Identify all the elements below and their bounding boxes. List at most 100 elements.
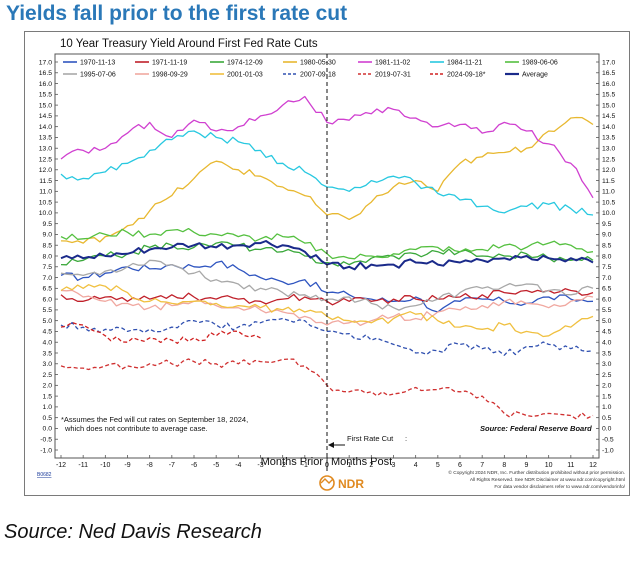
x-tick-label: -10 bbox=[100, 462, 110, 469]
legend-label: 2001-01-03 bbox=[227, 72, 263, 79]
x-axis-label-post: Months Post bbox=[331, 456, 392, 468]
x-tick-label: -3 bbox=[257, 462, 263, 469]
y-tick-label-right: 2.0 bbox=[602, 383, 612, 390]
y-tick-label-left: 1.5 bbox=[43, 393, 53, 400]
copyright-line-2: All Rights Reserved. See NDR Disclaimer … bbox=[470, 477, 625, 483]
legend: 1970-11-13 1971-11-19 1974-12-09 1980-05-30… bbox=[63, 60, 558, 79]
y-tick-label-left: 11.5 bbox=[39, 178, 52, 185]
y-tick-label-right: 12.5 bbox=[602, 156, 615, 163]
y-tick-label-left: 13.5 bbox=[39, 135, 52, 142]
y-tick-label-right: 11.5 bbox=[602, 178, 615, 185]
y-tick-label-right: 11.0 bbox=[602, 189, 615, 196]
headline: Yields fall prior to the first rate cut bbox=[6, 2, 348, 25]
y-tick-label-right: -0.5 bbox=[602, 437, 614, 444]
series-line-1974-12-09 bbox=[60, 241, 594, 267]
y-tick-label-right: 1.0 bbox=[602, 404, 612, 411]
y-tick-label-right: 15.5 bbox=[602, 92, 615, 99]
y-tick-label-left: 7.5 bbox=[43, 264, 53, 271]
y-tick-label-left: 3.5 bbox=[43, 350, 53, 357]
y-tick-label-right: 0.0 bbox=[602, 426, 612, 433]
y-tick-label-left: -0.5 bbox=[40, 437, 52, 444]
y-tick-label-left: 9.0 bbox=[43, 232, 53, 239]
y-tick-label-right: 5.5 bbox=[602, 307, 612, 314]
x-tick-label: -5 bbox=[213, 462, 219, 469]
first-rate-cut-label: First Rate Cut bbox=[347, 434, 394, 443]
ndr-logo: NDR bbox=[319, 475, 364, 491]
y-tick-label-left: 5.0 bbox=[43, 318, 53, 325]
chart-title: 10 Year Treasury Yield Around First Fed … bbox=[60, 38, 318, 50]
y-tick-label-right: 9.5 bbox=[602, 221, 612, 228]
series-line-1981-11-02 bbox=[60, 95, 594, 199]
x-tick-label: 8 bbox=[502, 462, 506, 469]
legend-label: 1974-12-09 bbox=[227, 60, 263, 67]
y-tick-label-right: 16.5 bbox=[602, 70, 615, 77]
y-tick-label-left: -1.0 bbox=[40, 447, 52, 454]
series-line-2019-07-31 bbox=[60, 358, 594, 420]
y-tick-label-left: 11.0 bbox=[39, 189, 52, 196]
y-tick-label-right: 1.5 bbox=[602, 393, 612, 400]
x-tick-label: 9 bbox=[525, 462, 529, 469]
x-axis-label-divider: | bbox=[326, 456, 329, 468]
y-tick-label-right: 0.5 bbox=[602, 415, 612, 422]
legend-label: 1984-11-21 bbox=[447, 60, 482, 67]
legend-label: 1971-11-19 bbox=[152, 60, 187, 67]
x-tick-label: 11 bbox=[567, 462, 574, 469]
x-tick-label: 10 bbox=[545, 462, 553, 469]
x-tick-label: -8 bbox=[147, 462, 153, 469]
y-tick-label-right: 12.0 bbox=[602, 167, 615, 174]
x-tick-label: 6 bbox=[458, 462, 462, 469]
x-tick-label: -7 bbox=[169, 462, 175, 469]
y-tick-label-right: 10.5 bbox=[602, 199, 615, 206]
x-tick-label: 4 bbox=[414, 462, 418, 469]
x-tick-label: 1 bbox=[347, 462, 351, 469]
y-tick-label-right: 4.0 bbox=[602, 340, 612, 347]
x-tick-label: -1 bbox=[302, 462, 308, 469]
footnote-line-1: *Assumes the Fed will cut rates on Septe… bbox=[61, 415, 248, 424]
legend-label: 1980-05-30 bbox=[300, 60, 336, 67]
y-tick-label-left: 13.0 bbox=[39, 146, 52, 153]
y-tick-label-left: 6.0 bbox=[43, 296, 53, 303]
y-tick-label-left: 0.5 bbox=[43, 415, 53, 422]
ndr-logo-mark bbox=[319, 475, 335, 491]
x-axis-label-prior: Months Prior bbox=[261, 456, 324, 468]
y-tick-label-right: 13.5 bbox=[602, 135, 615, 142]
y-tick-label-right: 6.0 bbox=[602, 296, 612, 303]
y-tick-label-right: 13.0 bbox=[602, 146, 615, 153]
x-tick-label: 0 bbox=[325, 462, 329, 469]
y-tick-label-left: 0.0 bbox=[43, 426, 53, 433]
y-tick-label-left: 3.0 bbox=[43, 361, 53, 368]
y-tick-label-right: 15.0 bbox=[602, 102, 615, 109]
y-tick-label-left: 10.0 bbox=[39, 210, 52, 217]
legend-label: 2007-09-18 bbox=[300, 72, 336, 79]
ndr-logo-text: NDR bbox=[338, 477, 364, 491]
y-tick-label-left: 4.5 bbox=[43, 329, 53, 336]
series-line-2024-09-18 bbox=[60, 321, 261, 344]
y-tick-label-right: 2.5 bbox=[602, 372, 612, 379]
source-caption: Source: Ned Davis Research bbox=[4, 521, 262, 543]
y-tick-label-right: -1.0 bbox=[602, 447, 614, 454]
x-tick-label: 3 bbox=[392, 462, 396, 469]
y-tick-label-right: 8.5 bbox=[602, 243, 612, 250]
y-tick-label-left: 12.5 bbox=[39, 156, 52, 163]
x-tick-label: -11 bbox=[78, 462, 88, 469]
series-line-1998-09-29 bbox=[60, 289, 594, 327]
y-tick-label-left: 9.5 bbox=[43, 221, 53, 228]
y-tick-label-right: 7.5 bbox=[602, 264, 612, 271]
legend-label: 2024-09-18* bbox=[447, 72, 486, 79]
y-tick-label-right: 16.0 bbox=[602, 81, 615, 88]
x-tick-label: -9 bbox=[124, 462, 130, 469]
copyright-line-1: © Copyright 2024 NDR, Inc. Further distr… bbox=[448, 469, 625, 476]
y-tick-label-left: 2.5 bbox=[43, 372, 53, 379]
y-axis-right: 17.0 16.5 16.0 15.5 15.0 14.5 14.0 13.5 13.0 12.5… bbox=[596, 59, 615, 454]
chart-code: B0682 bbox=[37, 472, 52, 478]
y-tick-label-right: 8.0 bbox=[602, 253, 612, 260]
x-tick-label: 7 bbox=[480, 462, 484, 469]
ndr-logo-bull-icon bbox=[320, 478, 334, 484]
y-tick-label-right: 14.5 bbox=[602, 113, 615, 120]
x-tick-label: -6 bbox=[191, 462, 197, 469]
y-tick-label-right: 3.5 bbox=[602, 350, 612, 357]
source-note: Source: Federal Reserve Board bbox=[480, 424, 592, 433]
y-tick-label-right: 6.5 bbox=[602, 286, 612, 293]
y-tick-label-left: 17.0 bbox=[39, 59, 52, 66]
x-tick-label: 12 bbox=[589, 462, 597, 469]
